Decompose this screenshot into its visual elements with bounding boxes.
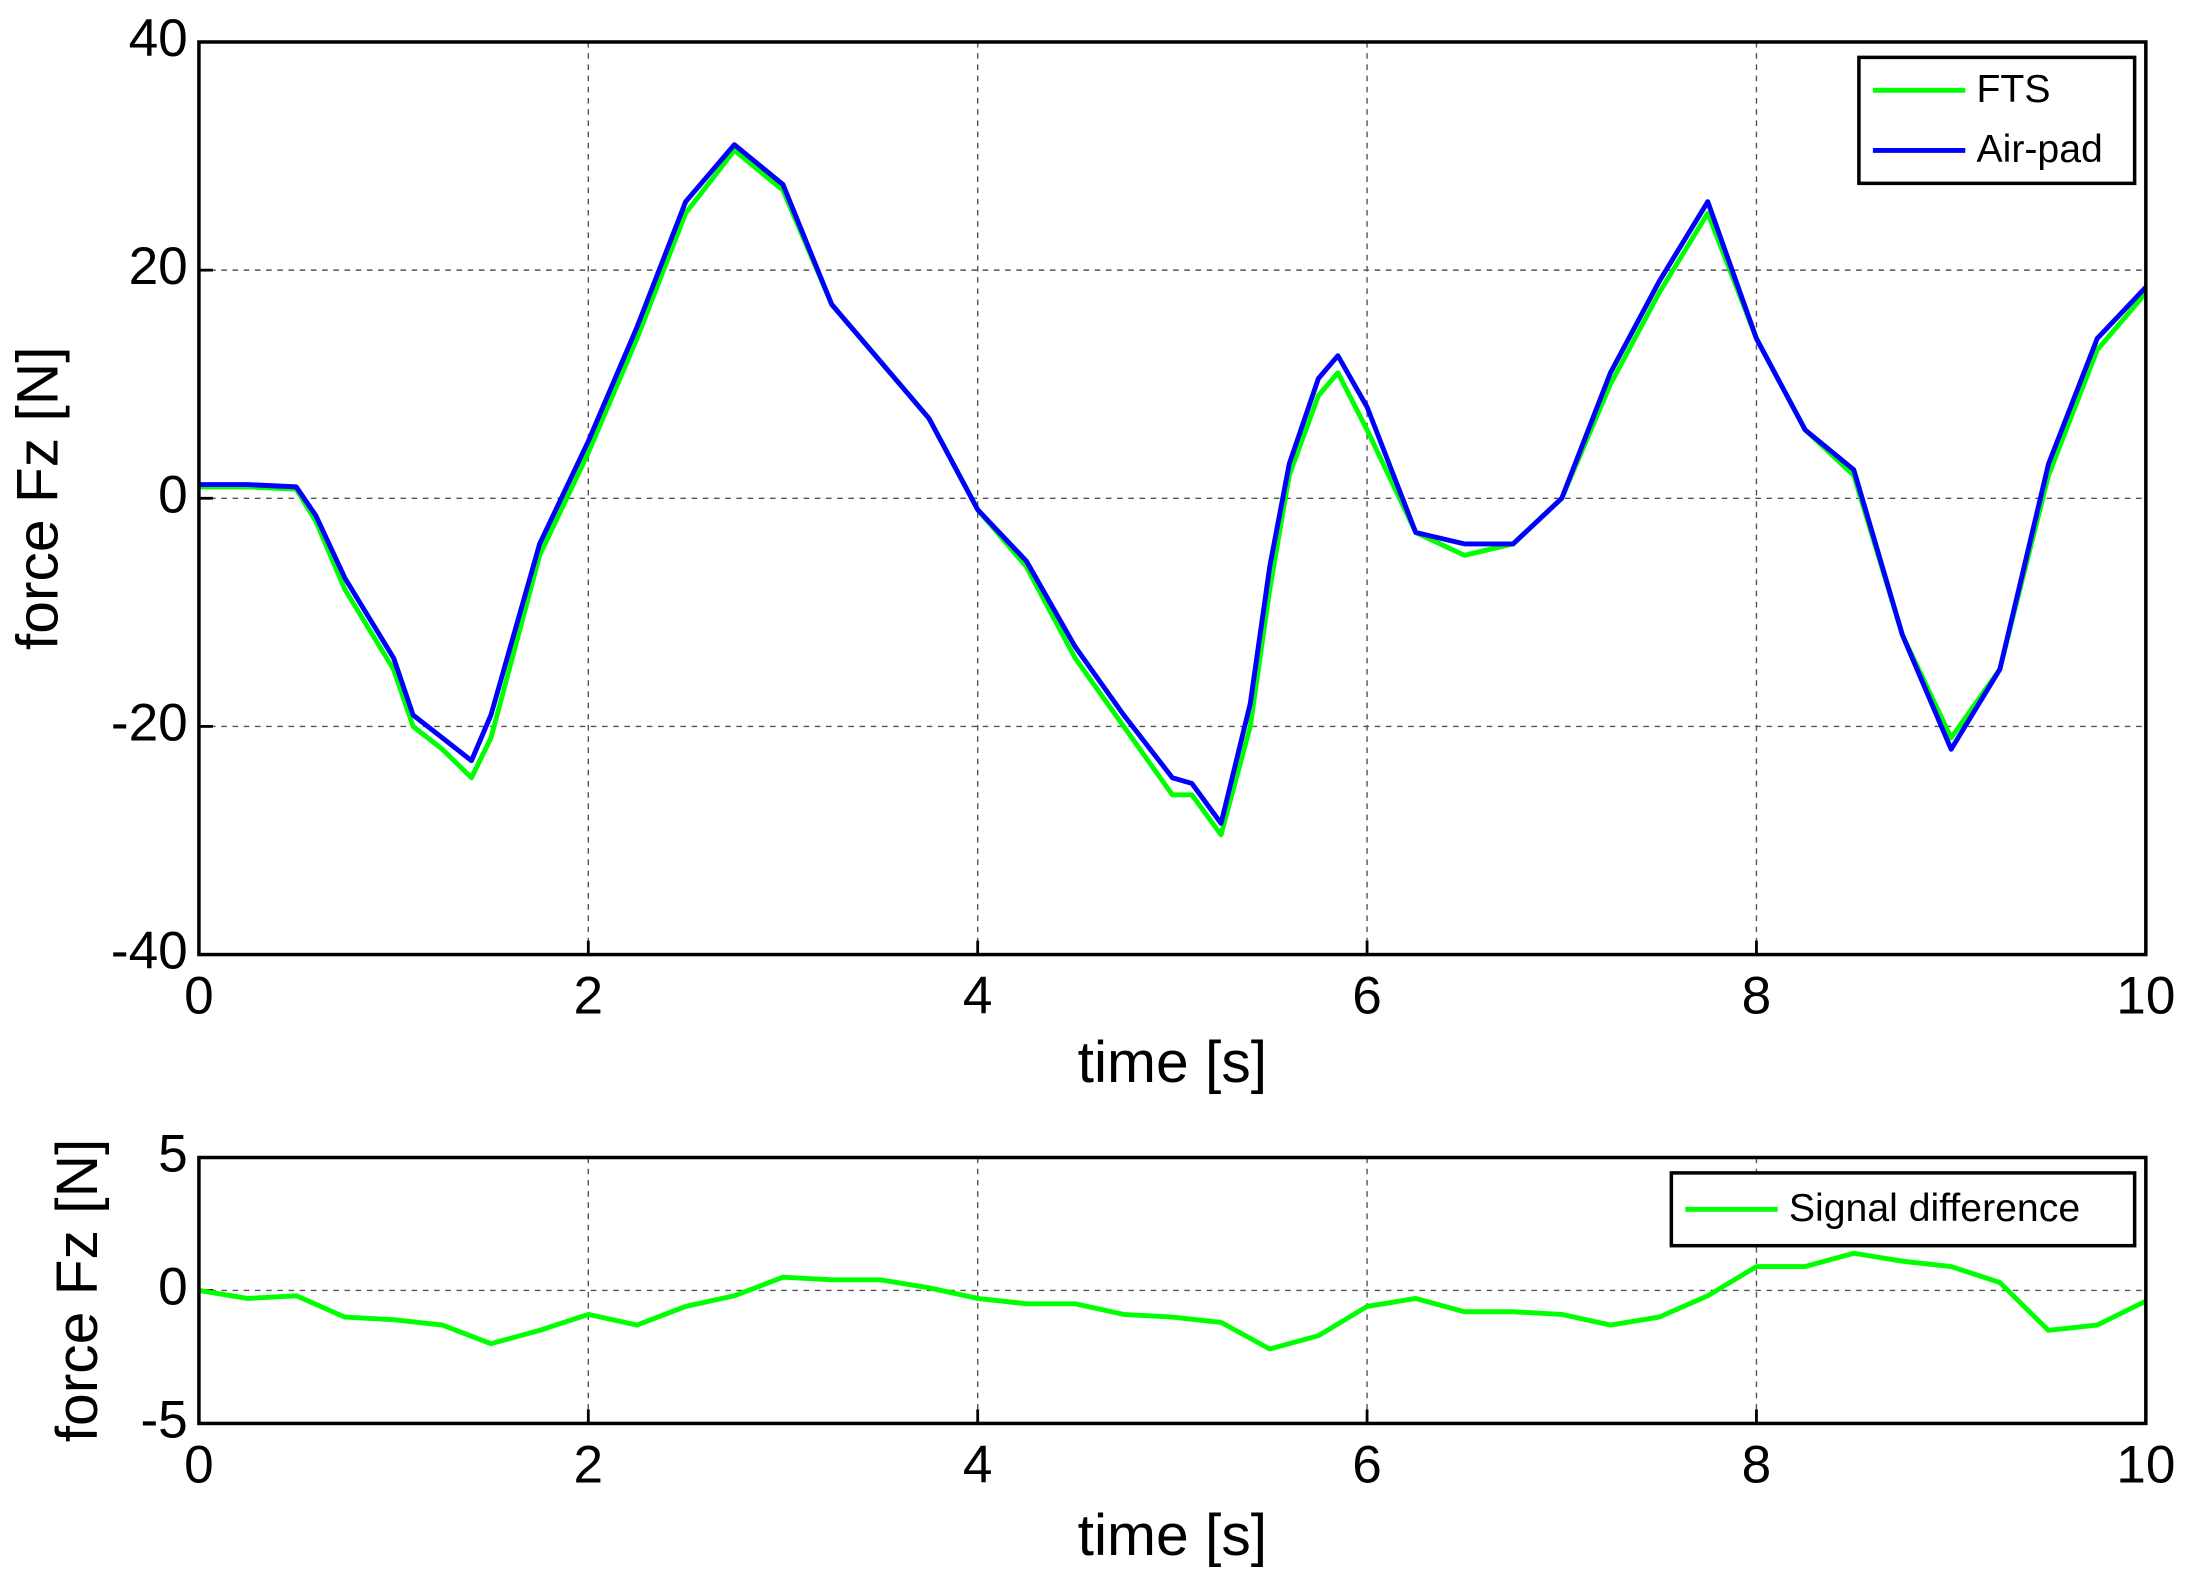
y-tick-label: -40 [111,922,188,981]
y-axis-label: force Fz [N] [45,1139,110,1443]
y-tick-label: -20 [111,693,188,752]
x-axis-label: time [s] [1078,1030,1267,1095]
y-tick-label: 20 [129,237,188,296]
legend-label: FTS [1976,68,2050,111]
x-tick-label: 6 [1352,966,1382,1025]
x-tick-label: 0 [184,1435,214,1494]
y-tick-label: -5 [140,1390,187,1449]
legend-box [1857,55,2137,186]
y-tick-label: 0 [158,465,188,524]
plot-frame [197,40,2148,957]
x-tick-label: 6 [1352,1435,1382,1494]
y-tick-label: 40 [129,9,188,68]
data-line [198,1250,2147,1352]
x-tick-label: 4 [963,1435,993,1494]
y-axis-label: force Fz [N] [6,346,71,650]
y-tick-label: 5 [158,1125,188,1184]
x-axis-label: time [s] [1078,1503,1267,1568]
x-tick-label: 10 [2116,1435,2175,1494]
plot-area [198,41,2146,955]
plot-frame [197,1155,2148,1426]
y-tick-label: 0 [158,1258,188,1317]
x-tick-label: 0 [184,966,214,1025]
x-tick-label: 8 [1742,966,1772,1025]
x-tick-label: 2 [574,966,604,1025]
x-tick-label: 10 [2116,966,2175,1025]
data-line [198,142,2148,826]
legend-label: Signal difference [1789,1187,2080,1230]
x-tick-label: 2 [574,1435,604,1494]
x-tick-label: 4 [963,966,993,1025]
x-tick-label: 8 [1742,1435,1772,1494]
legend-label: Air-pad [1976,128,2102,171]
